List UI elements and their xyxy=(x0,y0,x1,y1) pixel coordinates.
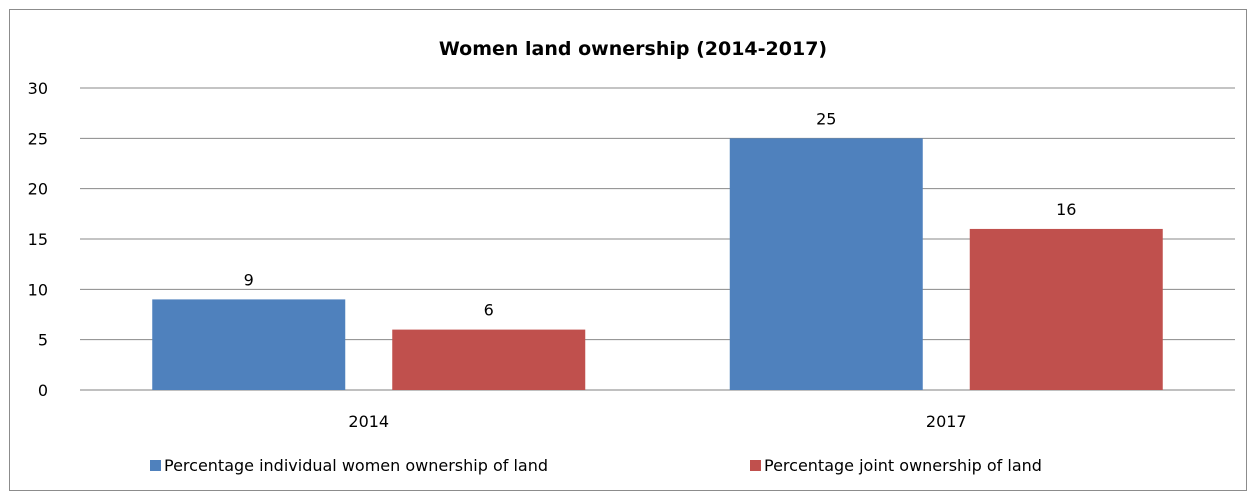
legend: Percentage individual women ownership of… xyxy=(150,456,1042,475)
x-axis-ticks: 2014 2017 xyxy=(348,412,966,431)
y-axis-ticks: 0 5 10 15 20 25 30 xyxy=(28,79,48,400)
bar-2017-series-1 xyxy=(729,138,923,390)
y-tick-label: 25 xyxy=(28,129,48,148)
legend-swatch xyxy=(750,460,761,471)
y-tick-label: 30 xyxy=(28,79,48,98)
bar-2014-series-2 xyxy=(392,329,586,390)
y-tick-label: 0 xyxy=(38,381,48,400)
y-tick-label: 5 xyxy=(38,331,48,350)
chart-title: Women land ownership (2014-2017) xyxy=(439,38,827,60)
legend-label: Percentage joint ownership of land xyxy=(764,456,1042,475)
data-label: 16 xyxy=(1056,200,1076,219)
legend-swatch xyxy=(150,460,161,471)
y-tick-label: 10 xyxy=(28,280,48,299)
x-tick-label: 2014 xyxy=(348,412,389,431)
bar-2014-series-1 xyxy=(152,299,346,390)
bars xyxy=(152,138,1163,390)
data-label: 9 xyxy=(244,270,254,289)
data-label: 25 xyxy=(816,109,836,128)
data-label: 6 xyxy=(484,301,494,320)
x-tick-label: 2017 xyxy=(926,412,967,431)
y-tick-label: 15 xyxy=(28,230,48,249)
legend-label: Percentage individual women ownership of… xyxy=(164,456,548,475)
bar-2017-series-2 xyxy=(969,228,1163,390)
y-tick-label: 20 xyxy=(28,180,48,199)
data-labels: 9 6 25 16 xyxy=(244,109,1077,319)
